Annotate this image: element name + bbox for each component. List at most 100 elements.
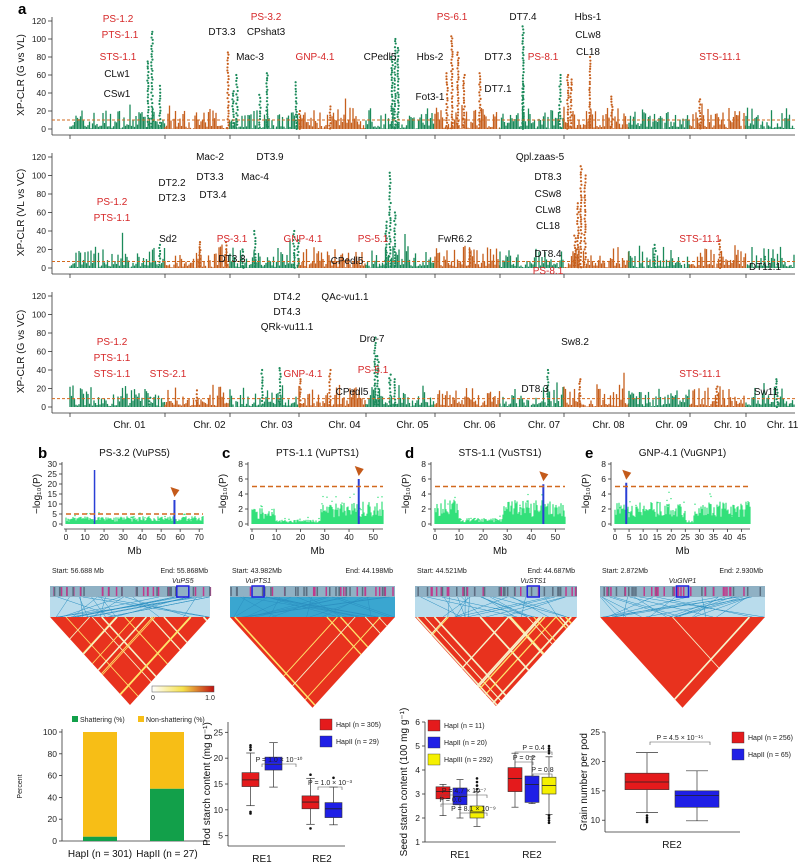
manhattan-point (579, 229, 582, 232)
manhattan-point (388, 225, 392, 228)
locus-label: PS-5.1 (358, 365, 389, 376)
snp-mark (571, 587, 573, 596)
manhattan-point (566, 89, 570, 92)
manhattan-point (254, 236, 257, 240)
locus-label: GNP-4.1 (284, 369, 323, 380)
gwas-point (164, 515, 166, 518)
manhattan-point (566, 102, 569, 105)
manhattan-point (584, 258, 587, 261)
manhattan-point (576, 220, 579, 223)
snp-mark (504, 587, 506, 596)
gwas-point (381, 496, 383, 498)
manhattan-point (463, 90, 466, 93)
snp-connector (482, 596, 516, 618)
manhattan-point (450, 70, 453, 73)
manhattan-point (583, 187, 586, 190)
manhattan-point (394, 55, 397, 58)
locus-label: Dro-7 (359, 334, 384, 345)
manhattan-point (293, 254, 296, 257)
y-tick-label: 60 (37, 70, 47, 80)
manhattan-point (328, 124, 331, 127)
snp-mark (530, 587, 533, 596)
manhattan-point (328, 375, 331, 378)
manhattan-point (588, 126, 591, 129)
box (324, 802, 343, 818)
manhattan-point (456, 51, 459, 54)
manhattan-point (299, 125, 302, 128)
y-tick-label: 5 (415, 741, 420, 751)
y-axis-label: Pod starch content (mg g⁻¹) (202, 722, 213, 846)
p-value-label: P = 4.7 × 10⁻⁷ (442, 788, 487, 795)
manhattan-point (390, 86, 394, 89)
locus-label: PS-6.1 (437, 12, 468, 23)
manhattan-point (559, 83, 562, 86)
y-tick-label: 40 (37, 88, 47, 98)
manhattan-point (576, 213, 579, 216)
snp-connector (61, 596, 121, 618)
gwas-point (260, 505, 262, 507)
manhattan-point (159, 97, 162, 100)
manhattan-point (226, 81, 229, 84)
manhattan-point (457, 125, 460, 129)
y-tick-label: 0 (238, 519, 243, 529)
snp-connector (240, 596, 277, 618)
manhattan-point (147, 111, 150, 114)
manhattan-point (388, 235, 391, 238)
gwas-point (131, 516, 133, 519)
manhattan-point (150, 125, 153, 128)
snp-connector (645, 596, 752, 618)
manhattan-point (293, 229, 296, 233)
manhattan-point (393, 108, 396, 111)
manhattan-point (576, 234, 580, 237)
manhattan-point (227, 112, 230, 115)
manhattan-point (265, 85, 268, 88)
snp-connector (59, 596, 159, 618)
manhattan-point (198, 254, 201, 257)
ld-stripe (564, 616, 572, 624)
manhattan-point (388, 255, 391, 258)
y-tick-label: 40 (37, 365, 47, 375)
manhattan-point (147, 81, 150, 85)
ld-stripe (124, 616, 168, 665)
manhattan-point (151, 78, 154, 81)
manhattan-point (566, 113, 570, 116)
manhattan-point (329, 398, 332, 402)
gwas-point (322, 495, 324, 498)
snp-connector (520, 596, 526, 618)
manhattan-point (278, 400, 281, 403)
locus-label: PS-8.1 (528, 52, 559, 63)
manhattan-point (393, 392, 396, 395)
manhattan-point (329, 372, 332, 375)
manhattan-point (390, 55, 393, 59)
manhattan-point (579, 176, 582, 179)
manhattan-point (293, 235, 296, 239)
manhattan-point (236, 96, 239, 99)
manhattan-point (394, 37, 397, 41)
manhattan-point (451, 64, 454, 67)
manhattan-point (583, 248, 586, 251)
locus-label: PTS-1.1 (94, 353, 131, 364)
manhattan-point (329, 108, 332, 111)
snp-mark (466, 587, 469, 596)
manhattan-point (374, 346, 377, 350)
manhattan-point (577, 236, 580, 240)
snp-mark (726, 587, 728, 596)
manhattan-point (396, 113, 399, 116)
x-tick-label: 30 (695, 532, 705, 542)
locus-label: CL18 (536, 221, 560, 232)
manhattan-point (578, 391, 581, 395)
y-tick-label: 80 (48, 749, 58, 759)
manhattan-point (241, 248, 244, 251)
snp-connector (74, 596, 175, 618)
manhattan-point (521, 125, 525, 128)
x-tick-label: 15 (652, 532, 662, 542)
manhattan-point (394, 73, 397, 76)
manhattan-point (299, 403, 302, 406)
manhattan-point (654, 249, 657, 253)
manhattan-point (450, 42, 453, 45)
legend-label: Non-shattering (%) (146, 717, 205, 724)
manhattan-point (583, 184, 587, 187)
